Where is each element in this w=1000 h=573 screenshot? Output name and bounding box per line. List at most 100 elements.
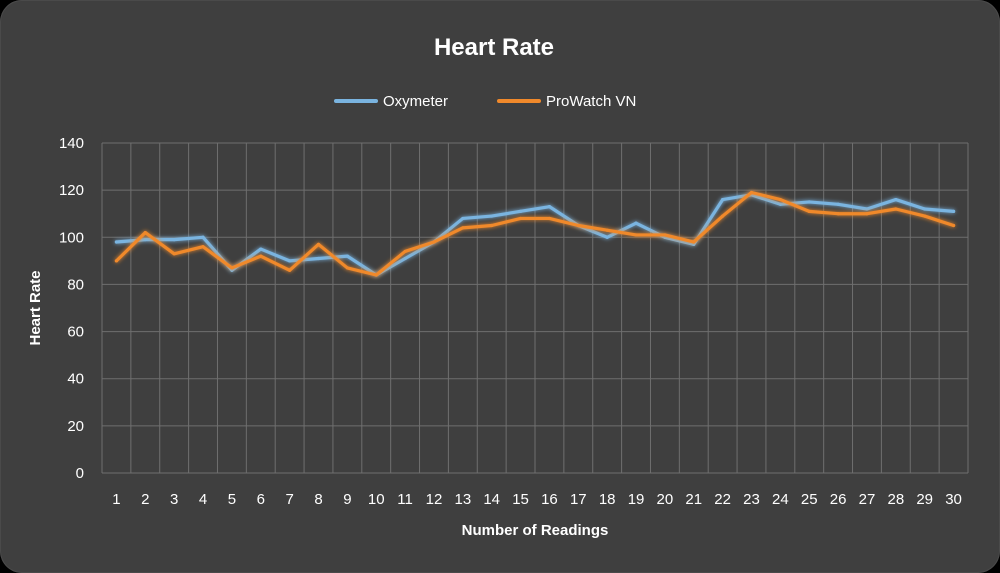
point-prowatch-vn-3 bbox=[172, 252, 176, 256]
point-prowatch-vn-28 bbox=[894, 207, 898, 211]
point-oxymeter-19 bbox=[634, 221, 638, 225]
point-prowatch-vn-26 bbox=[836, 212, 840, 216]
point-oxymeter-27 bbox=[865, 207, 869, 211]
point-oxymeter-18 bbox=[605, 235, 609, 239]
point-oxymeter-21 bbox=[692, 242, 696, 246]
point-oxymeter-24 bbox=[778, 202, 782, 206]
x-tick-label: 14 bbox=[483, 491, 500, 508]
point-prowatch-vn-17 bbox=[576, 223, 580, 228]
legend: Oxymeter ProWatch VN bbox=[334, 93, 636, 110]
x-tick-label: 19 bbox=[628, 491, 645, 508]
x-axis-label: Number of Readings bbox=[462, 522, 609, 539]
point-oxymeter-5 bbox=[230, 268, 234, 272]
legend-label-prowatch-vn: ProWatch VN bbox=[546, 93, 636, 110]
point-oxymeter-6 bbox=[259, 247, 263, 251]
point-prowatch-vn-13 bbox=[461, 226, 465, 230]
point-prowatch-vn-7 bbox=[288, 268, 292, 272]
y-tick-label: 40 bbox=[67, 371, 84, 388]
point-oxymeter-8 bbox=[316, 256, 321, 261]
point-prowatch-vn-4 bbox=[201, 245, 205, 249]
point-prowatch-vn-9 bbox=[345, 266, 349, 270]
series-line-oxymeter bbox=[114, 193, 956, 277]
x-tick-label: 24 bbox=[772, 491, 789, 508]
x-tick-label: 15 bbox=[512, 491, 529, 508]
x-tick-label: 20 bbox=[657, 491, 674, 508]
point-oxymeter-14 bbox=[490, 214, 494, 218]
point-oxymeter-28 bbox=[894, 197, 898, 202]
point-prowatch-vn-29 bbox=[923, 214, 927, 218]
point-prowatch-vn-1 bbox=[114, 259, 119, 263]
point-prowatch-vn-23 bbox=[749, 190, 754, 195]
point-prowatch-vn-15 bbox=[518, 216, 523, 221]
point-prowatch-vn-22 bbox=[721, 214, 725, 218]
x-tick-label: 22 bbox=[714, 491, 731, 508]
point-oxymeter-25 bbox=[807, 200, 811, 204]
chart-title: Heart Rate bbox=[434, 34, 554, 61]
point-oxymeter-3 bbox=[172, 238, 176, 242]
x-tick-label: 3 bbox=[170, 491, 178, 508]
y-axis-ticks: 0 20 40 60 80 100 120 140 bbox=[59, 135, 84, 482]
x-tick-label: 1 bbox=[112, 491, 120, 508]
x-tick-label: 18 bbox=[599, 491, 616, 508]
point-oxymeter-26 bbox=[836, 202, 840, 206]
point-oxymeter-4 bbox=[201, 235, 205, 239]
point-oxymeter-2 bbox=[143, 238, 147, 242]
point-prowatch-vn-11 bbox=[403, 249, 407, 254]
point-oxymeter-22 bbox=[721, 197, 725, 202]
point-prowatch-vn-30 bbox=[951, 223, 956, 228]
point-prowatch-vn-18 bbox=[605, 228, 609, 232]
x-tick-label: 6 bbox=[257, 491, 265, 508]
x-tick-label: 7 bbox=[285, 491, 293, 508]
x-tick-label: 16 bbox=[541, 491, 558, 508]
y-tick-label: 80 bbox=[67, 276, 84, 293]
point-prowatch-vn-12 bbox=[432, 240, 436, 244]
x-tick-label: 10 bbox=[368, 491, 385, 508]
point-prowatch-vn-19 bbox=[634, 233, 638, 237]
point-prowatch-vn-27 bbox=[865, 212, 869, 216]
point-oxymeter-1 bbox=[114, 240, 119, 244]
x-tick-label: 21 bbox=[685, 491, 702, 508]
point-prowatch-vn-14 bbox=[490, 223, 494, 228]
point-prowatch-vn-16 bbox=[547, 216, 552, 221]
point-prowatch-vn-21 bbox=[692, 240, 696, 244]
point-oxymeter-15 bbox=[518, 209, 523, 213]
x-tick-label: 30 bbox=[945, 491, 962, 508]
point-prowatch-vn-2 bbox=[143, 230, 147, 235]
y-tick-label: 100 bbox=[59, 229, 84, 246]
x-tick-label: 4 bbox=[199, 491, 207, 508]
series-lines bbox=[114, 190, 956, 277]
x-tick-label: 8 bbox=[314, 491, 322, 508]
x-tick-label: 23 bbox=[743, 491, 760, 508]
y-axis-label: Heart Rate bbox=[27, 270, 44, 345]
series-line-prowatch-vn bbox=[114, 190, 956, 277]
y-tick-label: 140 bbox=[59, 135, 84, 152]
point-prowatch-vn-20 bbox=[663, 233, 667, 237]
point-oxymeter-7 bbox=[288, 259, 292, 263]
x-tick-label: 28 bbox=[887, 491, 904, 508]
x-tick-label: 17 bbox=[570, 491, 587, 508]
legend-label-oxymeter: Oxymeter bbox=[383, 93, 448, 110]
point-prowatch-vn-25 bbox=[807, 209, 811, 213]
x-tick-label: 11 bbox=[397, 491, 413, 508]
y-tick-label: 60 bbox=[67, 324, 84, 341]
point-oxymeter-11 bbox=[403, 256, 407, 261]
point-prowatch-vn-10 bbox=[374, 273, 378, 277]
point-oxymeter-30 bbox=[951, 209, 956, 213]
x-tick-label: 29 bbox=[916, 491, 933, 508]
x-tick-label: 2 bbox=[141, 491, 149, 508]
x-tick-label: 5 bbox=[228, 491, 236, 508]
x-tick-label: 26 bbox=[830, 491, 847, 508]
point-prowatch-vn-5 bbox=[230, 266, 234, 270]
x-tick-label: 25 bbox=[801, 491, 818, 508]
x-axis-ticks: 1 2 3 4 5 6 7 8 9 10 11 12 13 14 15 16 17 18 19 20 21 22 23 24 2… bbox=[112, 491, 962, 508]
gridlines bbox=[101, 142, 969, 474]
point-oxymeter-16 bbox=[547, 205, 552, 209]
point-prowatch-vn-6 bbox=[259, 254, 263, 258]
point-prowatch-vn-24 bbox=[778, 197, 782, 202]
x-tick-label: 12 bbox=[426, 491, 443, 508]
point-oxymeter-29 bbox=[923, 207, 927, 211]
point-prowatch-vn-8 bbox=[316, 242, 321, 246]
y-tick-label: 0 bbox=[76, 465, 84, 482]
